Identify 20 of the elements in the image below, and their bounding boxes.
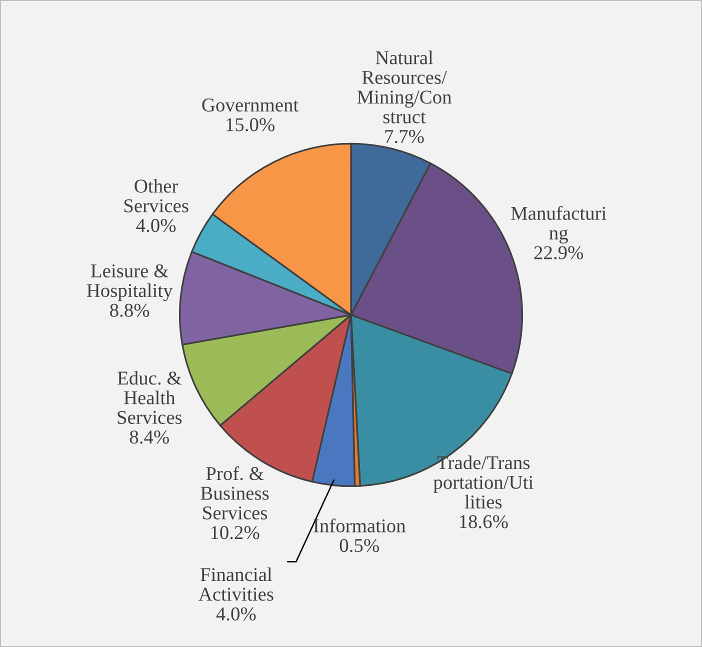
slice-label: Natural Resources/ Mining/Con struct	[357, 50, 452, 124]
data-label: 15.0%	[226, 118, 274, 132]
slice-label: Trade/Trans portation/Uti lities	[434, 456, 534, 509]
slice-label: Leisure & Hospitality	[86, 264, 173, 302]
data-label: 10.2%	[211, 526, 260, 540]
slice-label: Financial Activities	[198, 567, 274, 601]
slice-label: Other Services	[124, 179, 188, 212]
data-label: 8.4%	[130, 430, 169, 444]
data-label: 4.0%	[216, 607, 256, 621]
data-label: 8.8%	[110, 304, 150, 317]
slice-label: Educ. & Health Services	[118, 371, 182, 424]
slice-label: Manufacturi ng	[511, 206, 606, 244]
slice-label: Prof. & Business Services	[200, 466, 269, 520]
data-label: 4.0%	[136, 218, 176, 232]
data-label: 0.5%	[340, 538, 379, 552]
data-label: 18.6%	[460, 515, 508, 528]
data-label: 7.7%	[385, 130, 424, 144]
slice-label: Information	[314, 518, 406, 532]
data-label: 22.9%	[534, 246, 584, 260]
slice-label: Government	[202, 98, 299, 112]
